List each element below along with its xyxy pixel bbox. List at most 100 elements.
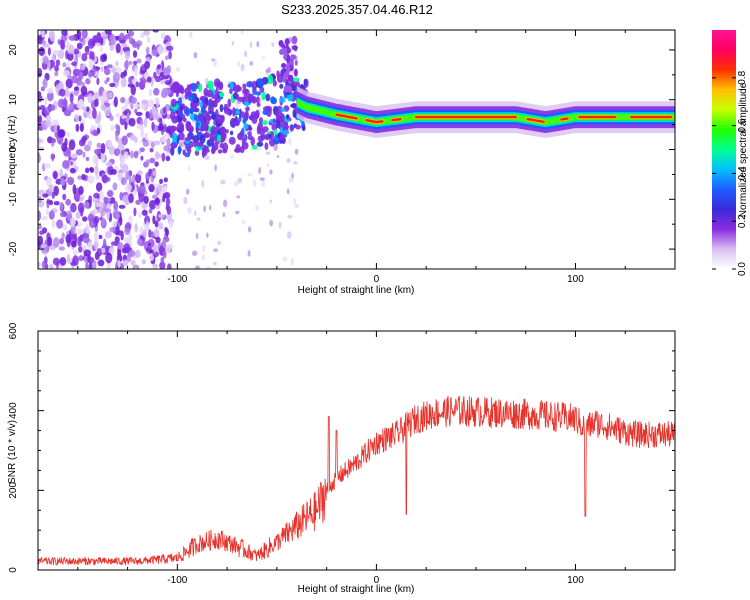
spectrogram-cell [196,217,201,221]
spectrogram-cell [79,122,84,133]
spectrogram-cell [61,30,68,37]
spectrogram-band-hot [391,117,402,122]
spectrogram-cell [88,59,94,69]
spectrogram-cell [204,155,210,161]
spectrogram-cell [96,127,101,135]
spectrogram-cell [139,226,144,237]
spectrogram-cell [96,77,100,86]
spectrogram-cell [230,118,236,125]
spectrogram-cell [213,261,217,266]
spectrogram-cell [245,106,250,112]
spectrogram-cell [38,137,42,144]
spectrogram-cell [51,119,60,127]
spectrogram-cell [54,71,59,77]
spectrogram-cell [144,60,151,70]
spectrogram-y-tick-label: -10 [8,192,19,207]
spectrogram-cell [140,32,145,39]
spectrogram-cell [228,136,236,145]
spectrogram-cell [118,204,126,209]
spectrogram-cell [41,260,46,269]
spectrogram-cell [76,42,83,50]
spectrogram-cell [68,139,76,151]
spectrogram-cell [48,104,56,112]
spectrogram-cell [237,177,243,184]
spectrogram-cell [106,77,110,82]
spectrogram-cell [115,60,119,67]
spectrogram-cell [81,30,88,39]
spectrogram-cell [38,152,41,163]
spectrogram-cell [170,142,178,149]
spectrogram-cell [139,147,145,153]
spectrogram-cell [294,60,298,66]
spectrogram-cell [53,201,60,206]
snr-x-tick-label: -100 [167,575,187,586]
spectrogram-cell [99,189,104,201]
spectrogram-cell [219,142,225,149]
spectrogram-cell [289,124,294,132]
spectrogram-cell [118,39,126,44]
spectrogram-cell [55,84,60,94]
spectrogram-cell [87,38,95,49]
spectrogram-cell [163,106,167,114]
spectrogram-cell [163,67,169,77]
spectrogram-cell [148,208,153,214]
spectrogram-cell [95,175,100,180]
spectrogram-cell [45,120,52,128]
spectrogram-cell [81,135,88,142]
spectrogram-cell [206,89,213,98]
spectrogram-cell [223,106,229,111]
spectrogram-cell [243,50,248,58]
spectrogram-cell [203,122,208,130]
spectrogram-cell [92,154,100,165]
spectrogram-cell [44,106,51,116]
spectrogram-cell [128,249,136,257]
spectrogram-cell [177,145,182,155]
spectrogram-cell [262,126,269,133]
spectrogram-cell [285,66,291,73]
spectrogram-cell [65,78,73,89]
spectrogram-cell [120,177,127,186]
spectrogram-cell [159,178,163,185]
spectrogram-cell [220,132,226,142]
spectrogram-cell [93,91,100,103]
spectrogram-cell [87,93,94,104]
spectrogram-cell [206,266,212,269]
spectrogram-cell [152,30,160,33]
spectrogram-cell [293,161,298,165]
spectrogram-cell [185,107,191,117]
spectrogram-cell [70,75,78,84]
spectrogram-cell [193,52,198,59]
spectrogram-cell [76,228,84,235]
spectrogram-cell [269,169,273,175]
spectrogram-cell [176,66,180,73]
spectrogram-cell [161,152,166,162]
spectrogram-cell [286,158,291,163]
spectrogram-cell [75,123,80,132]
spectrogram-cell [239,146,245,154]
spectrogram-cell [69,167,76,174]
colorbar-tick-label: 0.4 [737,166,748,180]
spectrogram-cell [65,86,70,98]
spectrogram-y-tick-label: 10 [8,94,19,106]
spectrogram-cell [145,247,150,252]
spectrogram-cell [165,155,171,162]
spectrogram-cell [92,259,97,269]
spectrogram-cell [140,103,146,109]
spectrogram-cell [288,137,292,146]
spectrogram-cell [240,63,245,72]
spectrogram-cell [41,30,45,38]
spectrogram-cell [168,220,174,229]
spectrogram-cell [48,210,55,220]
spectrogram-cell [117,242,124,250]
spectrogram-cell [119,97,126,104]
spectrogram-cell [43,163,52,169]
spectrogram-cell [127,60,133,65]
spectrogram-cell [66,253,71,264]
spectrogram-cell [113,96,118,108]
spectrogram-cell [51,138,57,144]
spectrogram-band-hot [560,117,569,121]
spectrogram-cell [60,39,65,50]
spectrogram-cell [74,113,79,123]
spectrogram-cell [168,50,172,60]
spectrogram-cell [105,252,113,264]
